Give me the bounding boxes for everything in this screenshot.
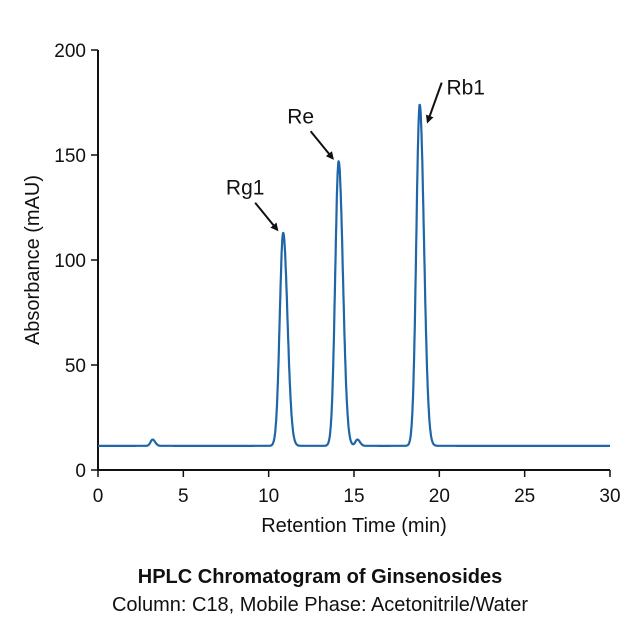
- peak-arrow: [309, 130, 334, 160]
- x-tick-label: 30: [599, 486, 620, 507]
- x-tick-label: 5: [178, 486, 189, 507]
- y-tick-label: 150: [54, 146, 86, 167]
- x-tick-label: 0: [93, 486, 104, 507]
- chart-subtitle: Column: C18, Mobile Phase: Acetonitrile/…: [111, 594, 529, 616]
- y-tick-label: 0: [75, 461, 86, 482]
- x-tick-label: 20: [429, 486, 450, 507]
- axes: [97, 50, 610, 471]
- x-tick-label: 15: [343, 486, 364, 507]
- y-tick-label: 200: [54, 41, 86, 62]
- peak-arrow: [425, 82, 443, 124]
- x-tick-label: 25: [514, 486, 535, 507]
- y-axis-label: Absorbance (mAU): [22, 175, 44, 345]
- peak-label-rg1: Rg1: [226, 177, 265, 200]
- chart-title: HPLC Chromatogram of Ginsenosides: [137, 566, 503, 588]
- chromatogram-trace: [97, 103, 611, 447]
- x-axis-label: Retention Time (min): [261, 515, 447, 537]
- y-tick-label: 50: [65, 356, 86, 377]
- y-tick-label: 100: [54, 251, 86, 272]
- peak-label-rb1: Rb1: [446, 77, 485, 100]
- x-tick-label: 10: [258, 486, 279, 507]
- peak-arrow: [254, 202, 279, 232]
- peak-label-re: Re: [287, 105, 314, 128]
